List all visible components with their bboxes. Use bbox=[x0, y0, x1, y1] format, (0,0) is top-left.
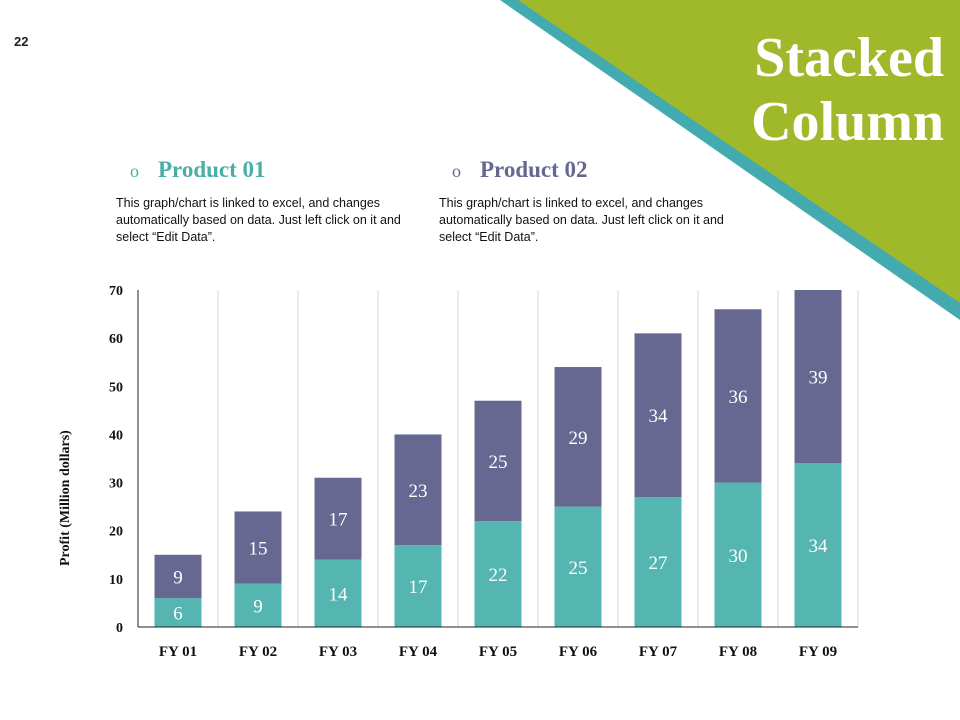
x-tick-label: FY 06 bbox=[559, 644, 598, 660]
x-tick-label: FY 08 bbox=[719, 644, 757, 660]
y-tick-label: 70 bbox=[109, 284, 123, 299]
data-label: 17 bbox=[329, 510, 348, 531]
corner-green-triangle bbox=[518, 0, 960, 303]
bar-2 bbox=[794, 290, 842, 464]
data-label: 22 bbox=[489, 565, 508, 586]
legend-label: Product 02 bbox=[480, 157, 588, 182]
y-axis-label: Profit (Million dollars) bbox=[58, 430, 73, 566]
x-tick-label: FY 03 bbox=[319, 644, 357, 660]
y-tick-label: 40 bbox=[109, 428, 123, 443]
data-label: 27 bbox=[649, 553, 668, 574]
legend-bullet-icon: o bbox=[452, 161, 461, 181]
legend-product-02: o Product 02 bbox=[452, 157, 588, 183]
data-label: 23 bbox=[409, 481, 428, 502]
bar-1 bbox=[314, 559, 362, 627]
data-label: 9 bbox=[253, 596, 263, 617]
page-number: 22 bbox=[14, 34, 29, 49]
data-label: 17 bbox=[409, 577, 428, 598]
data-label: 34 bbox=[649, 406, 669, 427]
bar-1 bbox=[554, 506, 602, 627]
data-label: 6 bbox=[173, 604, 183, 625]
data-label: 25 bbox=[569, 558, 588, 579]
legend-product-01: o Product 01 bbox=[130, 157, 266, 183]
y-tick-label: 20 bbox=[109, 525, 123, 540]
bar-1 bbox=[634, 497, 682, 627]
bar-1 bbox=[154, 598, 202, 627]
data-label: 25 bbox=[489, 452, 508, 473]
x-tick-label: FY 02 bbox=[239, 644, 277, 660]
bar-1 bbox=[714, 482, 762, 627]
data-label: 14 bbox=[329, 584, 349, 605]
data-label: 15 bbox=[249, 539, 268, 560]
bar-1 bbox=[394, 545, 442, 627]
y-tick-label: 30 bbox=[109, 477, 123, 492]
data-label: 34 bbox=[809, 536, 829, 557]
data-label: 29 bbox=[569, 428, 588, 449]
bar-2 bbox=[714, 309, 762, 483]
legend-bullet-icon: o bbox=[130, 161, 139, 181]
x-tick-label: FY 05 bbox=[479, 644, 517, 660]
bar-2 bbox=[154, 554, 202, 599]
bar-2 bbox=[554, 367, 602, 507]
bar-1 bbox=[794, 463, 842, 627]
bar-2 bbox=[314, 477, 362, 560]
bar-2 bbox=[394, 434, 442, 546]
data-label: 39 bbox=[809, 368, 828, 389]
x-tick-label: FY 04 bbox=[399, 644, 438, 660]
legend-label: Product 01 bbox=[158, 157, 266, 182]
legend-description-product-02: This graph/chart is linked to excel, and… bbox=[439, 196, 724, 244]
legend-description-product-01: This graph/chart is linked to excel, and… bbox=[116, 196, 401, 244]
x-tick-label: FY 09 bbox=[799, 644, 837, 660]
x-tick-label: FY 01 bbox=[159, 644, 197, 660]
x-tick-label: FY 07 bbox=[639, 644, 678, 660]
bar-2 bbox=[634, 333, 682, 498]
corner-decoration bbox=[500, 0, 960, 320]
data-label: 9 bbox=[173, 567, 183, 588]
y-tick-label: 50 bbox=[109, 380, 123, 395]
y-tick-label: 0 bbox=[116, 621, 123, 636]
bar-2 bbox=[234, 511, 282, 584]
bar-1 bbox=[474, 521, 522, 627]
bar-1 bbox=[234, 583, 282, 627]
slide-title: Stacked Column bbox=[751, 27, 944, 153]
y-tick-label: 10 bbox=[109, 573, 123, 588]
data-label: 36 bbox=[729, 387, 748, 408]
y-tick-label: 60 bbox=[109, 332, 123, 347]
data-label: 30 bbox=[729, 546, 748, 567]
bar-2 bbox=[474, 400, 522, 522]
